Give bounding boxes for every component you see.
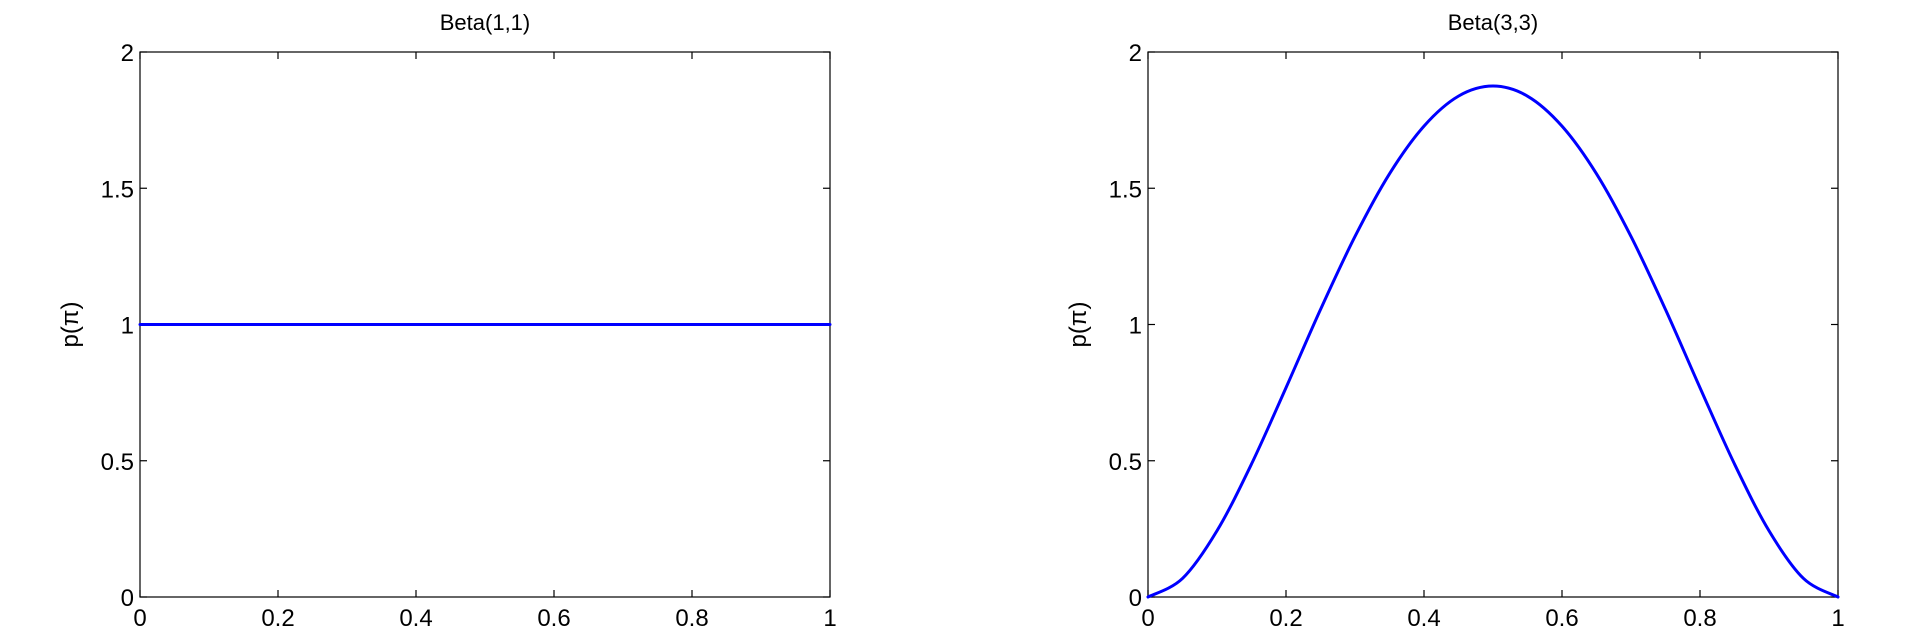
y-tick-label: 2 (121, 40, 134, 67)
series-line (1146, 84, 1840, 599)
y-tick-label: 2 (1129, 40, 1142, 67)
x-tick-label: 0.4 (399, 605, 432, 632)
x-tick-label: 1 (823, 605, 836, 632)
y-tick-label: 1 (121, 313, 134, 340)
y-axis-label: p(π) (57, 302, 84, 348)
x-tick-label: 0 (1141, 605, 1154, 632)
plot-frame (1147, 51, 1839, 598)
chart-title: Beta(3,3) (1448, 10, 1539, 35)
chart-title: Beta(1,1) (440, 10, 531, 35)
y-tick-label: 1 (1129, 313, 1142, 340)
x-tick-label: 0.2 (261, 605, 294, 632)
y-tick-label: 0 (121, 585, 134, 612)
y-tick-label: 0 (1129, 585, 1142, 612)
x-tick-label: 0 (133, 605, 146, 632)
y-tick-label: 1.5 (101, 176, 134, 203)
chart-panel-beta-1-1: Beta(1,1) p(π) 0 0.2 0.4 0.6 0.8 1 0 0.5 1 1.5 2 (57, 10, 837, 632)
x-tick-label: 0.2 (1269, 605, 1302, 632)
y-tick-label: 0.5 (1109, 449, 1142, 476)
y-tick-label: 0.5 (101, 449, 134, 476)
x-tick-label: 0.6 (537, 605, 570, 632)
y-axis-label: p(π) (1065, 302, 1092, 348)
chart-panel-beta-3-3: Beta(3,3) p(π) 0 0.2 0.4 0.6 0.8 1 0 0.5 1 1.5 2 (1065, 10, 1845, 632)
x-tick-label: 0.6 (1545, 605, 1578, 632)
x-tick-label: 0.8 (1683, 605, 1716, 632)
x-tick-label: 1 (1831, 605, 1844, 632)
y-tick-label: 1.5 (1109, 176, 1142, 203)
x-tick-label: 0.8 (675, 605, 708, 632)
x-tick-label: 0.4 (1407, 605, 1440, 632)
